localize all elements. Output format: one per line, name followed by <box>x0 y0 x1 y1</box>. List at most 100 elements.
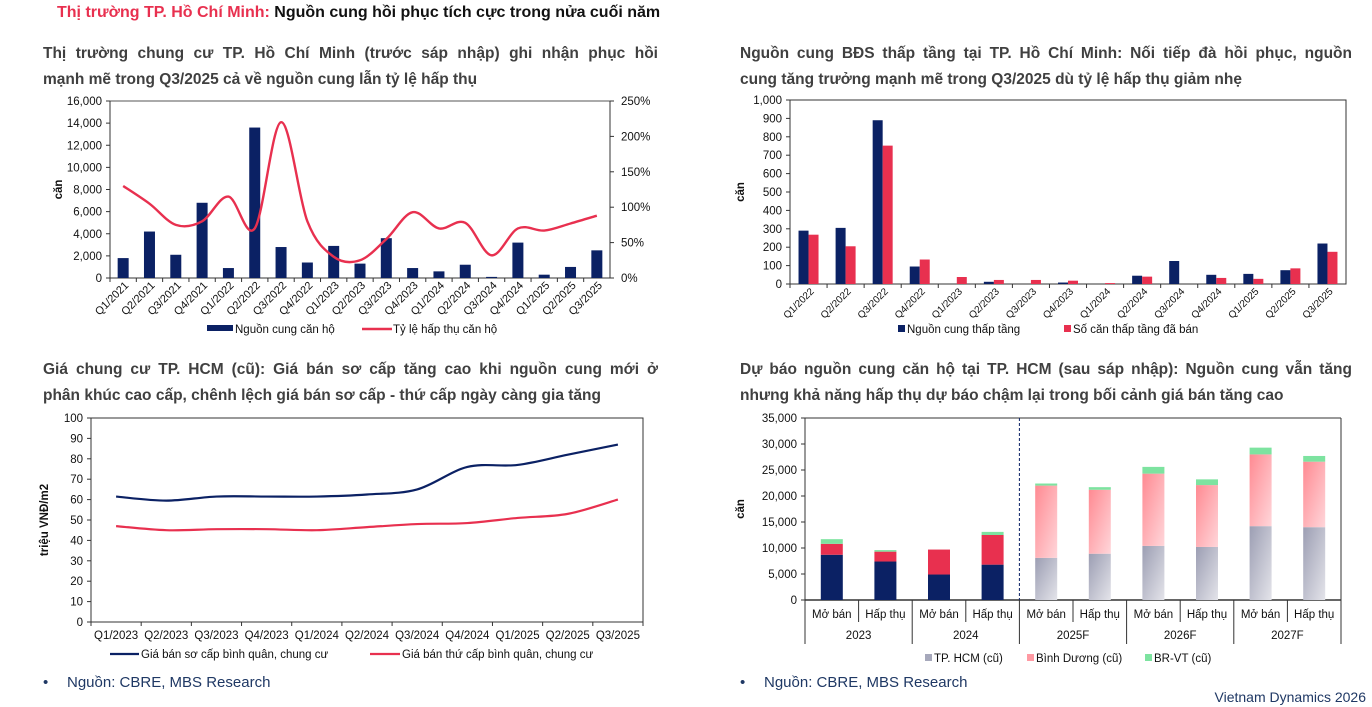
y-axis-title: triệu VNĐ/m2 <box>39 484 51 556</box>
x-tick-label: Q2/2025 <box>546 630 590 642</box>
x-category-label: Hấp thụ <box>1187 609 1227 621</box>
bar-supply <box>170 254 182 278</box>
x-category-label: Mở bán <box>919 609 959 621</box>
legend-label-brvt: BR-VT (cũ) <box>1154 653 1211 665</box>
bar-segment-brvt <box>1303 455 1326 462</box>
bar-segment-brvt <box>1196 479 1218 486</box>
chart1-heading-line: Thị trường chung cư TP. Hồ Chí Minh (trư… <box>43 45 658 62</box>
bar-segment-brvt <box>981 531 1004 535</box>
y-tick-label: 8,000 <box>73 185 102 197</box>
chart2-heading-line: cung tăng trưởng mạnh mẽ trong Q3/2025 d… <box>740 71 1242 88</box>
bar-lowrise-sold <box>993 279 1004 284</box>
y-tick-label: 200 <box>763 242 782 254</box>
chart2-heading: Nguồn cung BĐS thấp tầng tại TP. Hồ Chí … <box>740 41 1352 93</box>
y-tick-label: 16,000 <box>67 96 102 108</box>
bar-segment-binhduong <box>1142 473 1165 546</box>
y-tick-label: 100 <box>763 261 782 273</box>
bullet-icon: • <box>740 674 746 691</box>
bar-supply <box>328 245 340 278</box>
bar-lowrise-supply <box>1169 261 1180 284</box>
bar-segment-binhduong <box>981 535 1004 565</box>
bar-lowrise-supply <box>1243 273 1254 284</box>
y2-tick-label: 100% <box>621 202 650 214</box>
y-tick-label: 600 <box>763 169 782 181</box>
x-tick-label: Q4/2023 <box>245 630 289 642</box>
x-category-label: Hấp thụ <box>972 609 1012 621</box>
bar-lowrise-sold <box>1030 279 1041 284</box>
bar-segment-brvt <box>1142 466 1165 474</box>
bar-segment-hcm <box>874 561 897 600</box>
x-group-label: 2027F <box>1271 630 1304 642</box>
y-tick-label: 70 <box>70 474 83 486</box>
bar-segment-hcm <box>1249 526 1272 600</box>
line-absorption <box>122 121 598 264</box>
bar-lowrise-supply <box>909 266 920 284</box>
bar-supply <box>407 268 419 278</box>
line-secondary-price <box>116 498 619 532</box>
bar-segment-hcm <box>1035 557 1058 600</box>
x-group-label: 2023 <box>846 630 872 642</box>
y-tick-label: 0 <box>96 273 102 285</box>
bar-supply <box>486 276 498 278</box>
x-tick-label: Q1/2023 <box>94 630 138 642</box>
legend-label-sold: Số căn thấp tầng đã bán <box>1073 324 1198 336</box>
bar-supply <box>459 264 471 278</box>
bar-segment-hcm <box>1196 546 1218 600</box>
page-title-accent: Thị trường TP. Hồ Chí Minh: <box>57 4 270 21</box>
bar-lowrise-supply <box>1058 282 1068 284</box>
y-tick-label: 500 <box>763 187 782 199</box>
bar-segment-binhduong <box>820 543 843 555</box>
y-tick-label: 15,000 <box>762 517 797 529</box>
x-group-label: 2024 <box>953 630 979 642</box>
bar-supply <box>565 266 577 278</box>
y-axis-title: căn <box>735 499 747 519</box>
y-tick-label: 30,000 <box>762 439 797 451</box>
y-tick-label: 10,000 <box>762 543 797 555</box>
y-tick-label: 0 <box>791 595 797 607</box>
y-tick-label: 20,000 <box>762 491 797 503</box>
bar-lowrise-supply <box>798 230 809 284</box>
legend-label-hcm: TP. HCM (cũ) <box>934 653 1003 665</box>
y2-tick-label: 250% <box>621 96 650 108</box>
line-primary-price <box>116 443 619 502</box>
chart1-heading: Thị trường chung cư TP. Hồ Chí Minh (trư… <box>43 41 658 93</box>
y-tick-label: 35,000 <box>762 413 797 425</box>
bar-supply <box>301 262 313 278</box>
y-tick-label: 800 <box>763 132 782 144</box>
footer-publication: Vietnam Dynamics 2026 <box>1214 689 1366 705</box>
legend-label-binhduong: Bình Dương (cũ) <box>1036 653 1122 665</box>
y-tick-label: 80 <box>70 454 83 466</box>
x-tick-label: Q2/2024 <box>345 630 390 642</box>
bar-segment-hcm <box>820 554 843 600</box>
bar-lowrise-sold <box>1327 251 1338 284</box>
chart4-heading-line: nhưng khả năng hấp thụ dự báo chậm lại t… <box>740 387 1284 404</box>
bullet-icon: • <box>43 674 49 691</box>
y-tick-label: 30 <box>70 556 83 568</box>
x-tick-label: Q3/2025 <box>596 630 640 642</box>
bar-lowrise-supply <box>1206 274 1217 284</box>
y-tick-label: 900 <box>763 113 782 125</box>
y-tick-label: 12,000 <box>67 140 102 152</box>
bar-segment-binhduong <box>874 551 897 562</box>
bar-supply <box>196 202 208 278</box>
bar-supply <box>380 238 392 278</box>
x-category-label: Hấp thụ <box>865 609 905 621</box>
y-axis-title: căn <box>53 180 65 200</box>
bar-segment-brvt <box>874 550 897 552</box>
bar-lowrise-supply <box>835 227 846 284</box>
y-tick-label: 6,000 <box>73 207 102 219</box>
y-tick-label: 100 <box>64 413 83 425</box>
bar-segment-binhduong <box>928 549 950 575</box>
bar-supply <box>143 231 155 278</box>
x-category-label: Mở bán <box>812 609 852 621</box>
x-tick-label: Q4/2024 <box>445 630 490 642</box>
x-tick-label: Q2/2023 <box>144 630 188 642</box>
bar-lowrise-supply <box>1132 275 1143 284</box>
legend-label-supply: Nguồn cung căn hộ <box>235 324 335 336</box>
bar-lowrise-supply <box>1317 243 1328 284</box>
x-tick-label: Q1/2024 <box>295 630 340 642</box>
bar-supply <box>275 247 287 278</box>
y-tick-label: 60 <box>70 495 83 507</box>
